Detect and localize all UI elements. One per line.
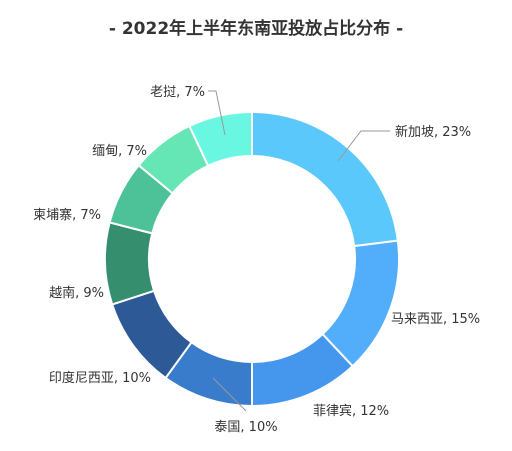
slice-9[interactable] — [188, 110, 253, 168]
leader-line-9 — [208, 90, 226, 136]
slice-label-2: 马来西亚, 15% — [391, 312, 480, 327]
slice-label-7: 柬埔寨, 7% — [33, 207, 101, 223]
slice-label-4: 泰国, 10% — [214, 420, 277, 435]
slice-label-5: 印度尼西亚, 10% — [49, 370, 151, 386]
slice-label-3: 菲律宾, 12% — [313, 403, 389, 419]
leader-line-4 — [212, 377, 247, 412]
leader-line-1 — [337, 130, 390, 162]
slice-label-8: 缅甸, 7% — [92, 144, 147, 159]
chart-title: - 2022年上半年东南亚投放占比分布 - — [108, 19, 404, 39]
leader-lines-group — [208, 90, 390, 412]
slice-1[interactable] — [251, 110, 399, 248]
slice-6[interactable] — [104, 221, 156, 306]
slices-group — [104, 110, 400, 408]
slice-label-6: 越南, 9% — [49, 285, 104, 301]
slice-label-1: 新加坡, 23% — [395, 124, 471, 140]
slice-label-9: 老挝, 7% — [150, 85, 205, 100]
labels-group: 新加坡, 23% 马来西亚, 15% 菲律宾, 12% 泰国, 10% 印度尼西亚, 1… — [33, 85, 480, 435]
